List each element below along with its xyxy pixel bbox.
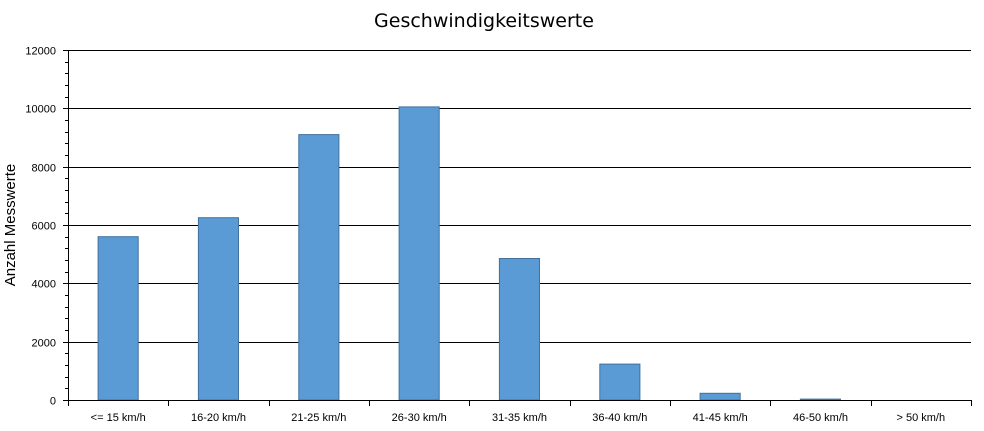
x-tick-label: 46-50 km/h xyxy=(793,412,848,424)
y-tick-label: 12000 xyxy=(25,46,56,58)
y-axis-label: Anzahl Messwerte xyxy=(2,164,19,287)
y-tick-label: 6000 xyxy=(32,221,56,233)
x-tick-label: <= 15 km/h xyxy=(91,412,146,424)
x-tick-label: 26-30 km/h xyxy=(392,412,447,424)
x-tick-label: 41-45 km/h xyxy=(693,412,748,424)
y-tick-label: 10000 xyxy=(25,104,56,116)
x-tick-label: 16-20 km/h xyxy=(191,412,246,424)
bar xyxy=(398,106,440,401)
bar xyxy=(599,363,641,401)
bar xyxy=(298,134,340,401)
y-tick-label: 8000 xyxy=(32,163,56,175)
x-axis-ticks: <= 15 km/h 16-20 km/h 21-25 km/h 26-30 km/h… xyxy=(68,400,972,424)
bar xyxy=(97,236,139,401)
bar xyxy=(498,258,540,401)
x-tick-label: 36-40 km/h xyxy=(592,412,647,424)
y-tick-label: 4000 xyxy=(32,279,56,291)
x-tick-label: > 50 km/h xyxy=(896,412,945,424)
axes xyxy=(68,50,971,401)
bars xyxy=(97,106,842,401)
x-tick-label: 31-35 km/h xyxy=(492,412,547,424)
y-tick-label: 0 xyxy=(50,396,56,408)
x-tick-label: 21-25 km/h xyxy=(291,412,346,424)
bar xyxy=(699,392,741,401)
chart-title: Geschwindigkeitswerte xyxy=(374,10,594,32)
bar xyxy=(197,217,239,401)
y-tick-label: 2000 xyxy=(32,338,56,350)
bar xyxy=(799,398,842,401)
y-axis-ticks: 0 2000 4000 6000 8000 10000 12000 xyxy=(25,46,68,408)
